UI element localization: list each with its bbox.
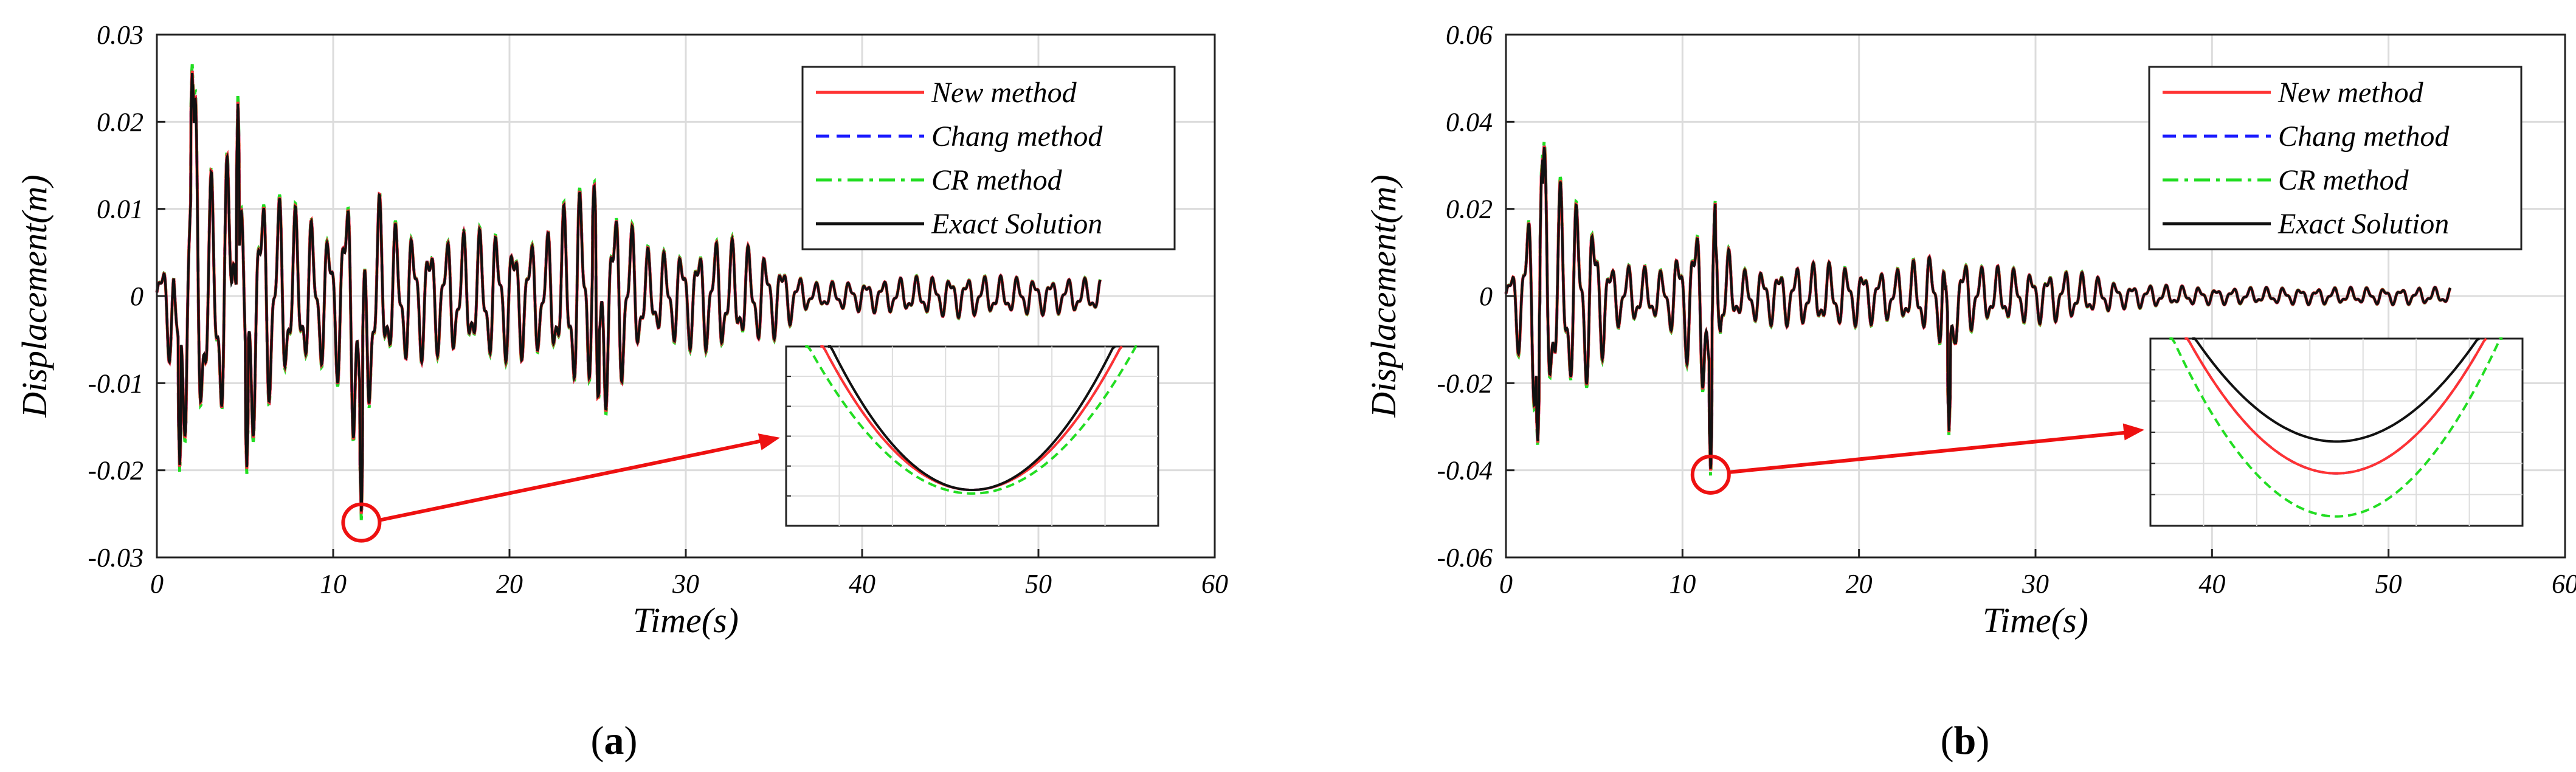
caption-paren-close: ) <box>1976 719 1989 763</box>
legend-box <box>801 66 1176 250</box>
x-tick-label: 30 <box>672 569 699 599</box>
x-tick-label: 0 <box>150 569 164 599</box>
y-tick-label: 0.02 <box>97 107 143 137</box>
legend-label: CR method <box>2278 164 2409 196</box>
x-tick-label: 50 <box>1025 569 1052 599</box>
y-tick-label: 0.06 <box>1446 20 1493 50</box>
zoom-arrow-line <box>1728 430 2130 474</box>
inset-curve-cr-method <box>2169 337 2503 518</box>
legend: New method Chang method CR method Exact Sol… <box>2148 66 2522 250</box>
y-tick-label: -0.02 <box>1437 368 1493 398</box>
panel-caption: (a) <box>591 719 638 763</box>
x-axis-title: Time(s) <box>1983 601 2088 640</box>
x-tick-label: 60 <box>1201 569 1228 599</box>
panel-caption: (b) <box>1941 719 1990 763</box>
zoom-arrow-head <box>758 433 780 450</box>
series-group <box>155 64 1102 520</box>
panel-a-chart: 0 10 20 30 40 50 60 -0.03 -0.02 -0.01 0 0.01 0.02 0.0… <box>15 20 1228 763</box>
legend-label: New method <box>2277 77 2424 109</box>
y-axis-title: Displacement(m) <box>15 174 54 418</box>
legend-label: Chang method <box>2278 120 2450 153</box>
inset-curve-new-method <box>2184 337 2487 475</box>
inset-zoom <box>785 345 1159 527</box>
series-line-exact-solution <box>156 72 1102 512</box>
y-tick-label: -0.04 <box>1437 456 1493 486</box>
x-axis-title: Time(s) <box>633 601 739 640</box>
zoom-arrow-line <box>379 438 766 522</box>
legend: New method Chang method CR method Exact Sol… <box>801 66 1176 250</box>
highlight-circle <box>341 502 382 543</box>
series-group <box>1504 141 2452 476</box>
y-tick-label: -0.06 <box>1437 543 1493 573</box>
caption-letter: a <box>604 719 624 763</box>
y-axis-title: Displacement(m) <box>1364 174 1403 418</box>
x-tick-label: 40 <box>2198 569 2225 599</box>
legend-label: Exact Solution <box>2277 208 2449 240</box>
caption-paren-open: ( <box>1941 719 1954 763</box>
x-tick-label: 10 <box>1669 569 1696 599</box>
caption-letter: b <box>1954 719 1977 763</box>
legend-label: New method <box>931 77 1077 109</box>
x-tick-label: 50 <box>2375 569 2402 599</box>
inset-zoom <box>2149 337 2524 527</box>
legend-box <box>2148 66 2522 250</box>
y-tick-label: 0 <box>1479 281 1493 311</box>
caption-paren-close: ) <box>624 719 638 763</box>
y-tick-label: 0.02 <box>1446 195 1493 224</box>
x-tick-label: 20 <box>1846 569 1873 599</box>
inset-curve-exact-solution <box>827 345 1116 491</box>
caption-paren-open: ( <box>591 719 604 763</box>
legend-label: Exact Solution <box>931 208 1102 240</box>
x-tick-label: 0 <box>1499 569 1513 599</box>
x-tick-label: 60 <box>2552 569 2576 599</box>
y-tick-label: -0.01 <box>88 368 143 398</box>
y-tick-label: 0.04 <box>1446 107 1493 137</box>
y-tick-label: -0.03 <box>88 543 143 573</box>
y-tick-label: 0.03 <box>97 20 143 50</box>
x-tick-label: 10 <box>320 569 347 599</box>
inset-curve-exact-solution <box>2192 337 2480 443</box>
y-tick-label: -0.02 <box>88 456 143 486</box>
panel-b-chart: 0 10 20 30 40 50 60 -0.06 -0.04 -0.02 0 0.02 0.04 0.0… <box>1364 20 2576 763</box>
x-tick-label: 20 <box>496 569 523 599</box>
y-tick-label: 0.01 <box>97 195 143 224</box>
legend-label: CR method <box>931 164 1063 196</box>
y-tick-label: 0 <box>130 281 143 311</box>
series-line-exact-solution <box>1505 146 2452 469</box>
zoom-arrow-head <box>2122 423 2144 441</box>
legend-label: Chang method <box>931 120 1103 153</box>
x-tick-label: 30 <box>2022 569 2049 599</box>
x-tick-label: 40 <box>849 569 875 599</box>
inset-curve-cr-method <box>805 345 1139 495</box>
highlight-circle <box>1690 454 1731 495</box>
